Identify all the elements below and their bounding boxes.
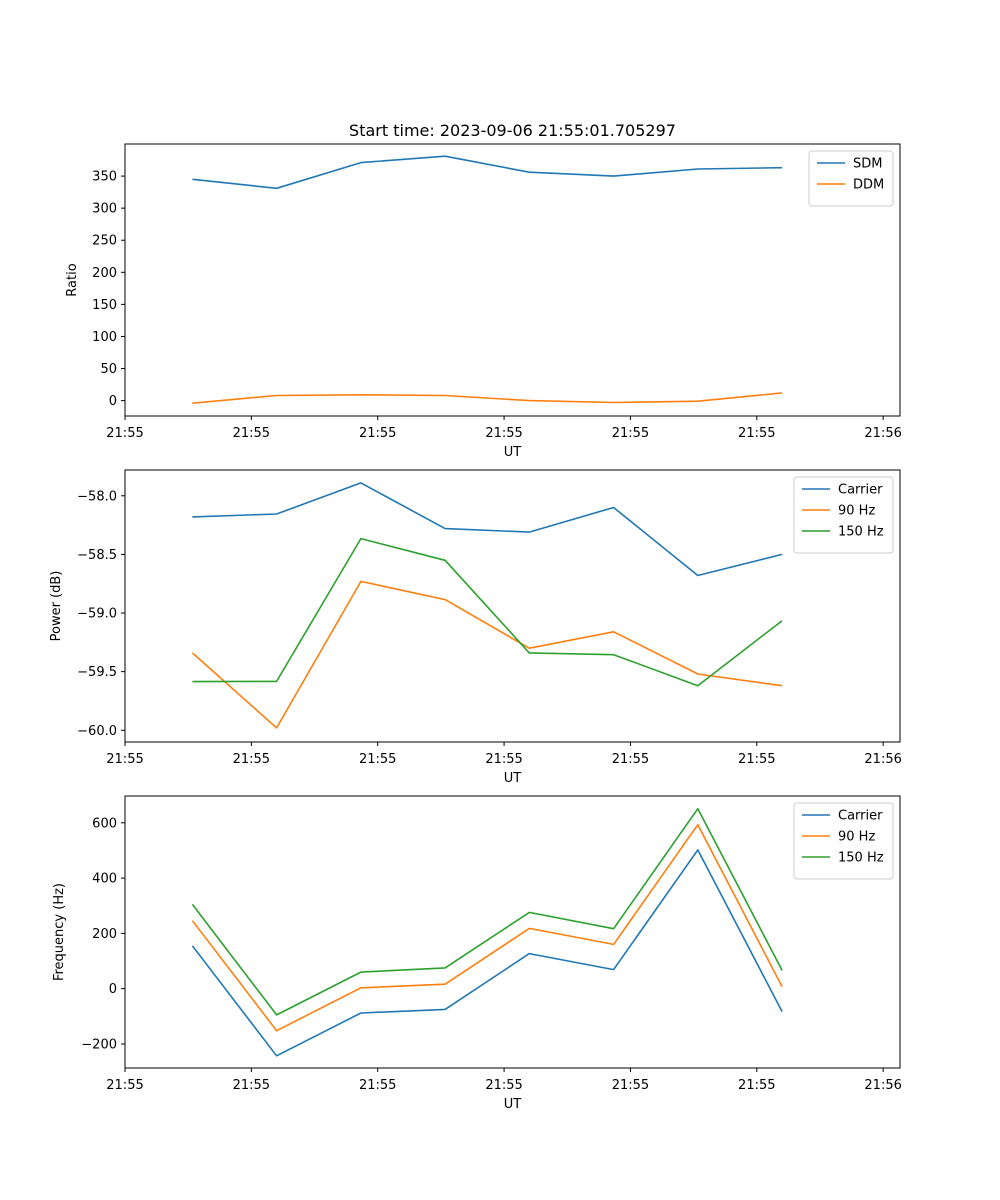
x-tick-label: 21:55 — [612, 426, 649, 441]
y-tick-label: 400 — [92, 872, 117, 887]
x-tick-label: 21:55 — [106, 1078, 143, 1093]
y-tick-label: −200 — [81, 1037, 117, 1052]
x-tick-label: 21:55 — [612, 1078, 649, 1093]
y-tick-label: 600 — [92, 816, 117, 831]
x-tick-label: 21:55 — [612, 752, 649, 767]
x-tick-label: 21:55 — [359, 752, 396, 767]
series-line-sdm — [192, 155, 783, 190]
legend: Carrier 90 Hz 150 Hz — [793, 802, 894, 880]
x-tick-label: 21:55 — [233, 1078, 270, 1093]
legend-label-90-hz: 90 Hz — [838, 830, 875, 845]
axes-frame — [124, 469, 901, 743]
y-tick-label: 300 — [92, 202, 117, 217]
x-axis-label: UT — [504, 1097, 522, 1112]
legend-label-carrier: Carrier — [838, 483, 883, 498]
x-tick-label: 21:55 — [233, 752, 270, 767]
y-tick-label: −59.0 — [77, 607, 117, 622]
x-tick-label: 21:56 — [864, 1078, 901, 1093]
x-tick-label: 21:55 — [106, 426, 143, 441]
y-tick-label: −60.0 — [77, 724, 117, 739]
y-tick-label: 350 — [92, 170, 117, 185]
series-line-150-hz — [192, 537, 783, 687]
x-axis-label: UT — [504, 445, 522, 460]
x-tick-label: 21:56 — [864, 426, 901, 441]
legend-label-150-hz: 150 Hz — [838, 525, 884, 540]
chart-title: Start time: 2023-09-06 21:55:01.705297 — [349, 121, 676, 140]
y-tick-label: 200 — [92, 927, 117, 942]
legend-label-carrier: Carrier — [838, 809, 883, 824]
x-tick-label: 21:55 — [738, 752, 775, 767]
y-axis-label: Frequency (Hz) — [52, 883, 67, 981]
legend-box — [808, 150, 894, 207]
legend-label-sdm: SDM — [853, 157, 882, 172]
y-tick-label: −58.5 — [77, 548, 117, 563]
y-tick-label: 50 — [100, 362, 117, 377]
y-tick-label: 150 — [92, 298, 117, 313]
y-tick-label: −59.5 — [77, 665, 117, 680]
legend-label-150-hz: 150 Hz — [838, 851, 884, 866]
legend-box — [793, 802, 894, 880]
series-line-150-hz — [191, 807, 783, 1016]
chart-panel-1: Start time: 2023-09-06 21:55:01.705297 21… — [65, 121, 902, 460]
x-tick-label: 21:55 — [485, 752, 522, 767]
legend: Carrier 90 Hz 150 Hz — [793, 476, 894, 554]
y-axis-label: Ratio — [65, 263, 80, 296]
series-line-90-hz — [191, 580, 783, 729]
y-tick-label: 0 — [109, 394, 117, 409]
x-tick-label: 21:55 — [359, 1078, 396, 1093]
series-line-carrier — [192, 482, 783, 577]
series-line-90-hz — [191, 823, 783, 1032]
chart-panel-3: 21:55 21:55 21:55 21:55 21:55 21:55 21:56 −200 0… — [52, 795, 902, 1112]
y-tick-label: 250 — [92, 234, 117, 249]
x-tick-label: 21:55 — [359, 426, 396, 441]
axes-frame — [124, 795, 901, 1069]
x-tick-label: 21:55 — [485, 1078, 522, 1093]
y-axis-label: Power (dB) — [49, 571, 64, 642]
x-tick-label: 21:55 — [738, 1078, 775, 1093]
x-tick-label: 21:55 — [485, 426, 522, 441]
legend-label-ddm: DDM — [853, 178, 884, 193]
x-tick-label: 21:55 — [233, 426, 270, 441]
x-tick-label: 21:55 — [106, 752, 143, 767]
legend-box — [793, 476, 894, 554]
axes-frame — [124, 143, 901, 417]
x-tick-label: 21:56 — [864, 752, 901, 767]
series-line-carrier — [191, 849, 783, 1057]
legend: SDM DDM — [808, 150, 894, 207]
x-axis-label: UT — [504, 771, 522, 786]
y-tick-label: −58.0 — [77, 489, 117, 504]
y-tick-label: 0 — [109, 982, 117, 997]
y-tick-label: 100 — [92, 330, 117, 345]
series-line-ddm — [192, 392, 783, 404]
legend-label-90-hz: 90 Hz — [838, 504, 875, 519]
chart-panel-2: 21:55 21:55 21:55 21:55 21:55 21:55 21:56 −60.0… — [49, 469, 902, 786]
x-tick-label: 21:55 — [738, 426, 775, 441]
y-tick-label: 200 — [92, 266, 117, 281]
